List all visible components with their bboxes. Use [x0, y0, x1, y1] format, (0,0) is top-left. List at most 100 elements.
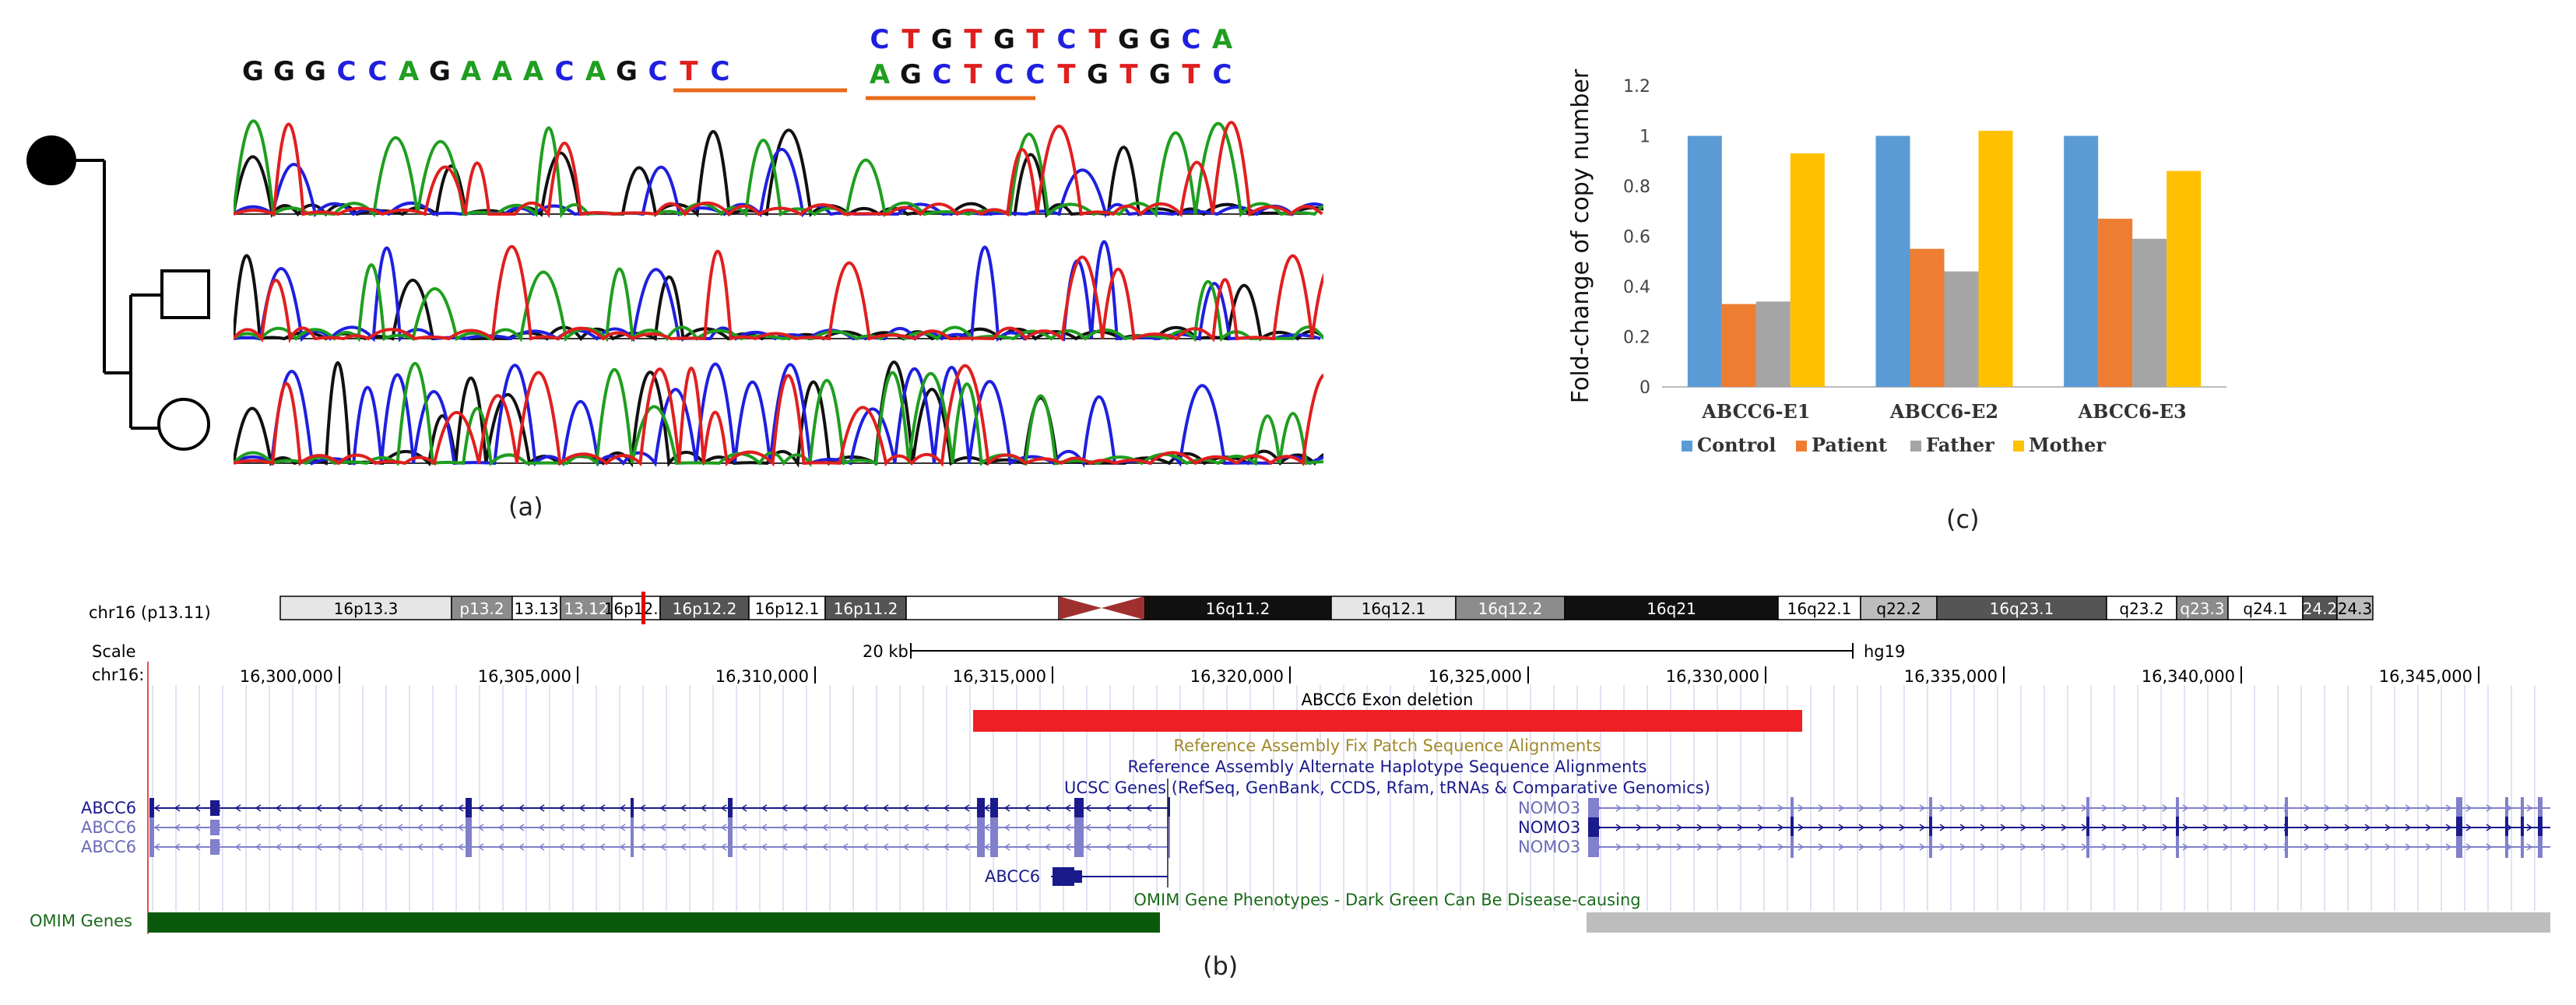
svg-text:Father: Father — [1926, 434, 1994, 456]
band-label: 16p11.2 — [834, 599, 898, 618]
y-tick-label: 0 — [1639, 378, 1650, 398]
band-label: 24.3 — [2338, 599, 2373, 618]
exon — [1168, 817, 1170, 838]
exon — [2456, 797, 2462, 819]
bar-mother — [2167, 170, 2202, 387]
exon — [2521, 797, 2524, 819]
exon — [2086, 836, 2089, 858]
ideogram-band — [611, 596, 661, 620]
legend-item-control: Control — [1682, 434, 1776, 456]
tick-label: 16,305,000 — [478, 667, 571, 686]
exon — [1588, 817, 1599, 838]
exon — [2538, 836, 2543, 858]
ideogram-band — [824, 596, 907, 620]
base-letter: C — [1182, 24, 1201, 55]
base-letter: T — [1119, 59, 1138, 90]
gene-right-3: NOMO3 — [1518, 838, 1580, 856]
exon — [1168, 797, 1170, 819]
bar-control — [2064, 135, 2099, 387]
svg-text:Mother: Mother — [2029, 434, 2106, 456]
exon — [977, 817, 985, 838]
chrom-label: chr16 (p13.11) — [89, 603, 211, 622]
panel-b: chr16 (p13.11) 16p13.3 p13.2 13.13 13.12 16p… — [0, 584, 2576, 1005]
base-letter: A — [870, 59, 891, 90]
exon — [1791, 797, 1794, 819]
gene-tracks — [149, 778, 2550, 887]
base-letter: T — [1182, 59, 1200, 90]
bar-mother — [1978, 131, 2013, 388]
base-letter: G — [429, 56, 451, 87]
ideogram-band — [511, 596, 561, 620]
exon — [2285, 836, 2288, 858]
fix-patch-label: Reference Assembly Fix Patch Sequence Al… — [1174, 736, 1601, 755]
bar-patient — [1721, 304, 1756, 387]
band-label: 16p12.3 — [604, 599, 669, 618]
base-letter: C — [555, 56, 575, 87]
exon — [2505, 797, 2508, 819]
base-letter: G — [242, 56, 264, 87]
gene-left-1: ABCC6 — [81, 799, 136, 817]
base-letter: G — [616, 56, 638, 87]
tick-label: 16,315,000 — [953, 667, 1046, 686]
band-label: 16q21 — [1646, 599, 1696, 618]
gene-left-3: ABCC6 — [81, 838, 136, 856]
base-letter: G — [1149, 24, 1171, 55]
proband-affected-female — [26, 135, 76, 185]
tick-label: 16,345,000 — [2379, 667, 2472, 686]
tick-label: 16,310,000 — [715, 667, 809, 686]
exon — [990, 817, 998, 838]
base-letter: G — [1149, 59, 1171, 90]
gene-small-label: ABCC6 — [985, 867, 1040, 886]
deletion-bar — [973, 710, 1802, 732]
bar-father — [1944, 271, 1979, 387]
centromere-q — [1102, 596, 1144, 620]
base-letter: T — [1088, 24, 1107, 55]
bar-father — [1755, 301, 1791, 387]
chromatogram-row — [234, 240, 1323, 344]
exon — [2538, 817, 2543, 838]
coordinate-ticks: 16,300,000 16,305,000 16,310,000 16,315,000… — [240, 666, 2479, 686]
y-tick-label: 0.8 — [1623, 177, 1650, 197]
tick-label: 16,325,000 — [1429, 667, 1522, 686]
band-label: 16q12.1 — [1362, 599, 1426, 618]
band-label: 13.12 — [564, 599, 608, 618]
tick-label: 16,300,000 — [240, 667, 333, 686]
centromere-p — [1059, 596, 1102, 620]
exon — [728, 837, 733, 857]
exon — [2086, 817, 2089, 838]
x-tick-label: ABCC6-E1 — [1701, 400, 1810, 423]
band-label: 16p13.3 — [334, 599, 399, 618]
base-letter: A — [461, 56, 482, 87]
tick-label: 16,335,000 — [1904, 667, 1998, 686]
base-letter: A — [492, 56, 513, 87]
copy-number-chart: Fold-change of copy number 0 0.2 0.4 0.6 0.8 1… — [1567, 69, 2226, 456]
bar-father — [2132, 238, 2167, 387]
band-label: 16q22.1 — [1787, 599, 1852, 618]
exon — [210, 800, 220, 816]
exon — [631, 837, 634, 857]
base-letter: A — [399, 56, 420, 87]
band-label: q23.2 — [2119, 599, 2163, 618]
band-label: 16p12.2 — [673, 599, 737, 618]
exon — [210, 839, 220, 855]
band-label: 16p12.1 — [755, 599, 820, 618]
base-letter: G — [900, 59, 922, 90]
exon — [2176, 836, 2179, 858]
exon — [977, 798, 985, 818]
sequence-letters: G G G C C A G A A A C A G C T CC T G T G T C T G G C AA G C T C C T G T G T C — [242, 24, 1233, 100]
band-label: p13.2 — [459, 599, 504, 618]
base-letter: T — [1026, 24, 1045, 55]
ideogram-band — [2302, 596, 2338, 620]
scale-label: Scale — [92, 642, 136, 661]
exon — [1791, 817, 1794, 838]
legend-item-father: Father — [1910, 434, 1994, 456]
exon — [977, 837, 985, 857]
base-letter: C — [368, 56, 388, 87]
panel-a-label: (a) — [508, 492, 543, 522]
legend-item-mother: Mother — [2013, 434, 2106, 456]
exon — [1053, 867, 1074, 886]
exon — [2521, 817, 2524, 838]
exon — [466, 837, 472, 857]
chr-label: chr16: — [92, 666, 144, 684]
